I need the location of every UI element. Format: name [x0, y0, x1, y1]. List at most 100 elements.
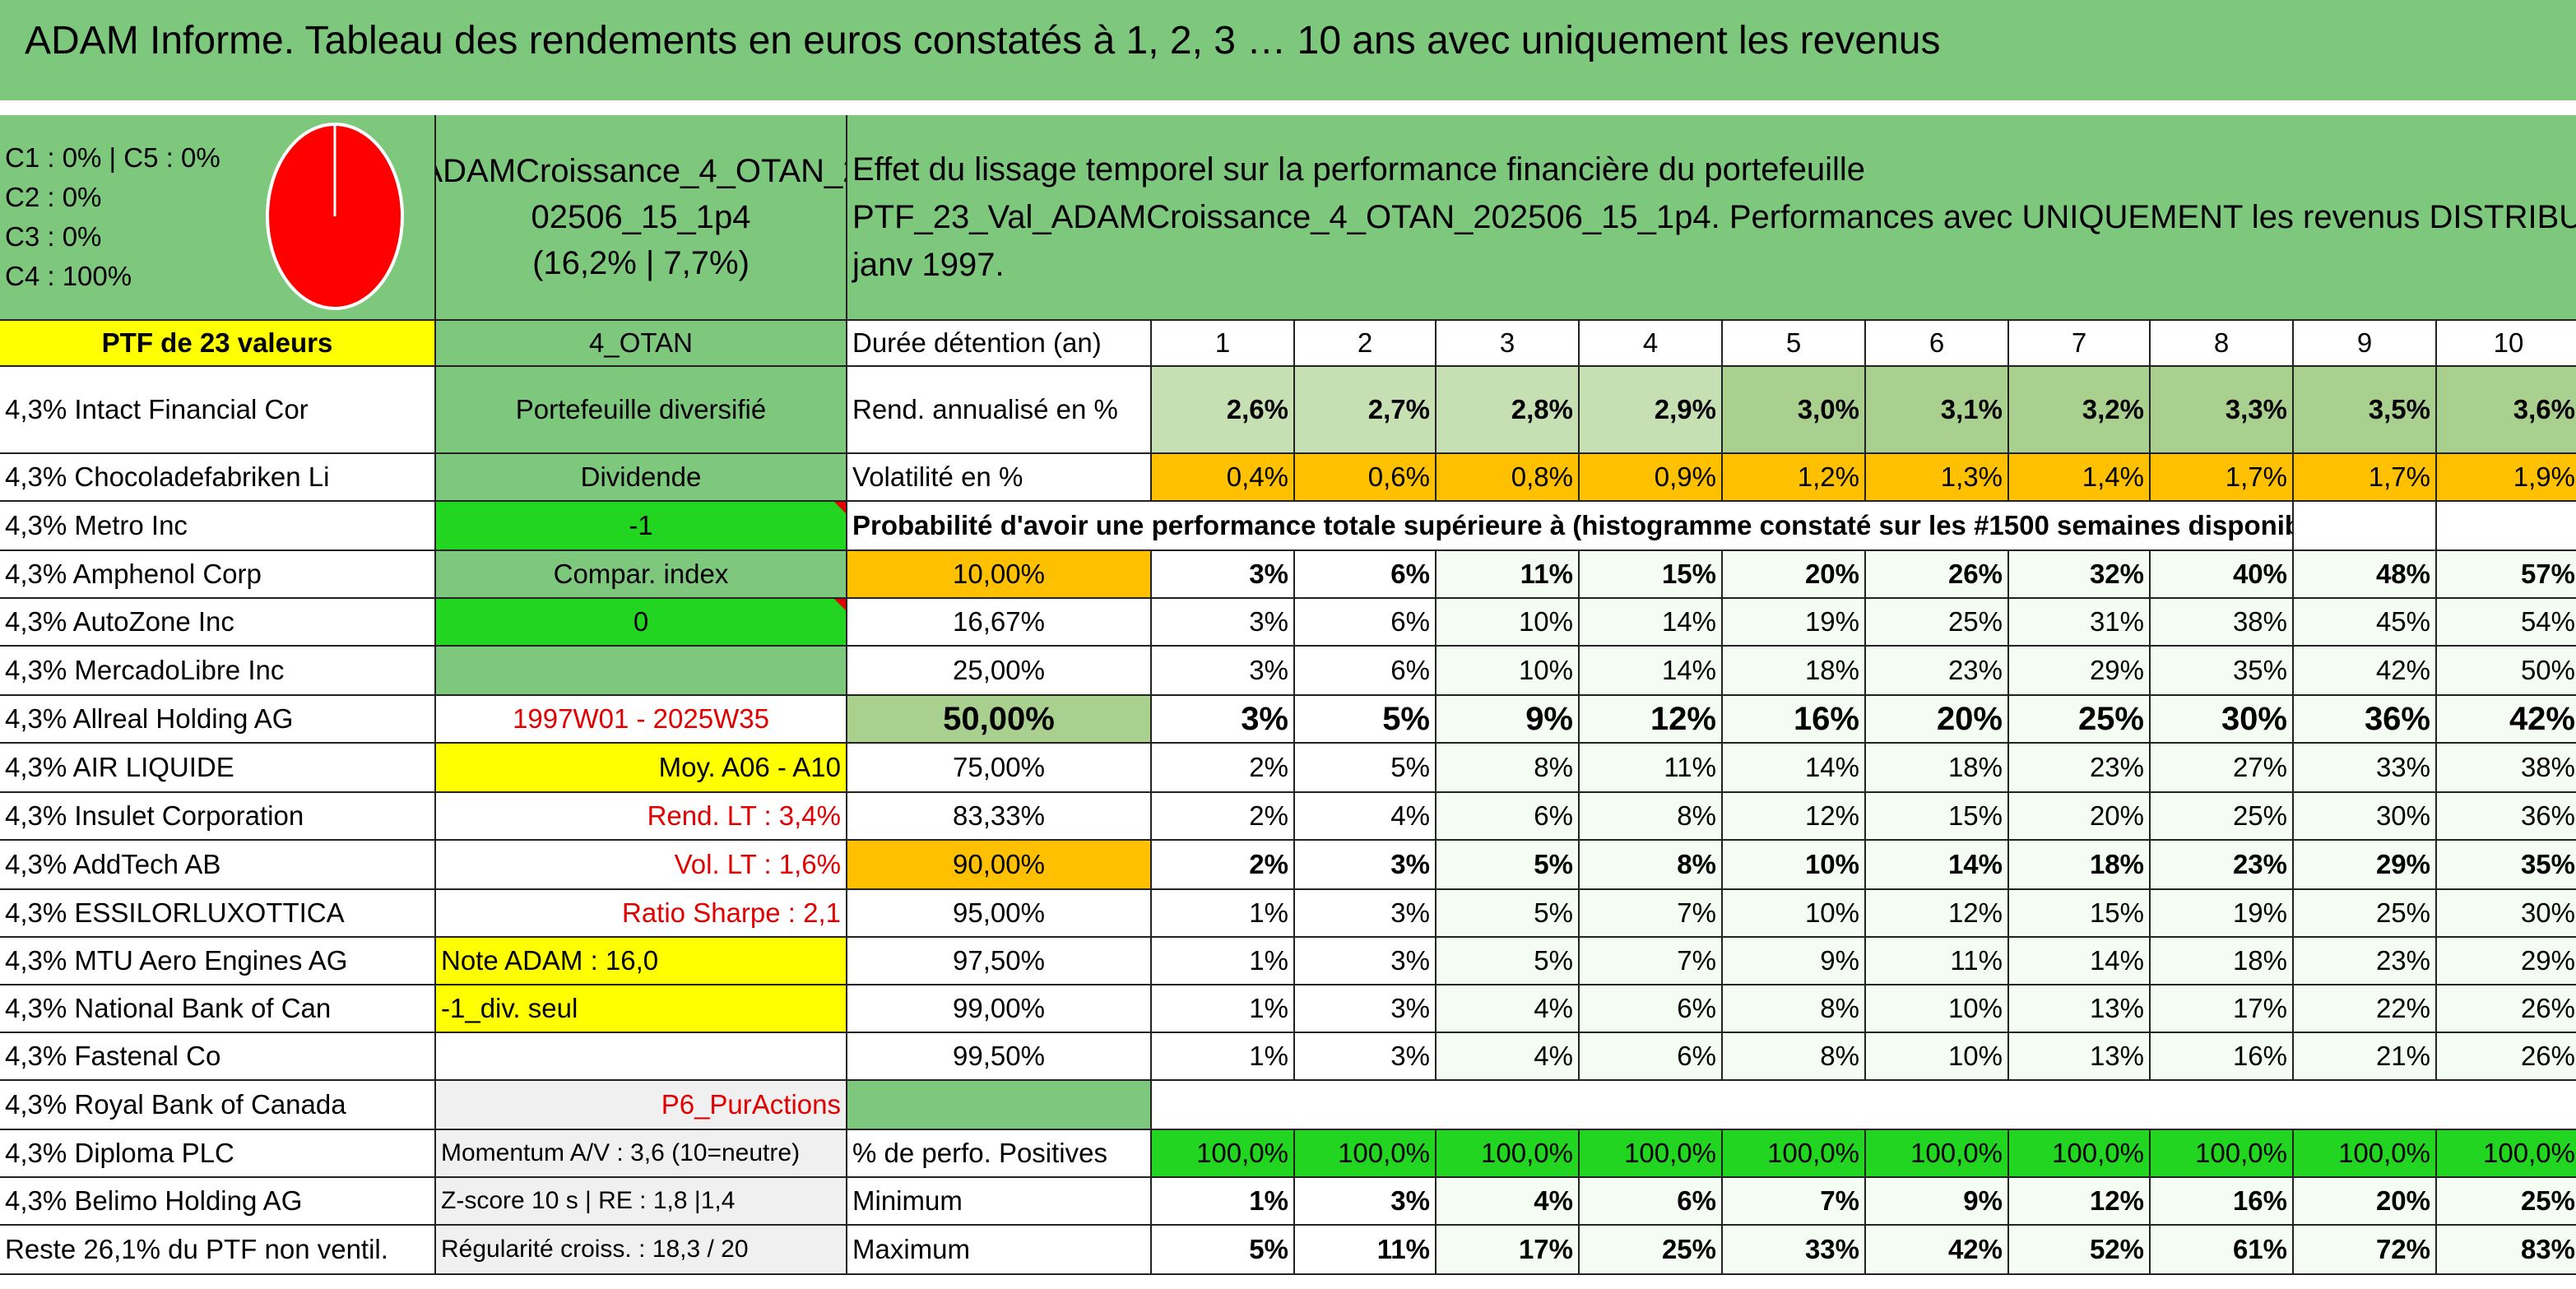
report-grid: C1 : 0% | C5 : 0% C2 : 0% C3 : 0% C4 : 100%… [0, 112, 2576, 1289]
prob-value-text: 3% [1249, 559, 1288, 590]
prob-value: 23% [2294, 938, 2437, 985]
classes-box: C1 : 0% | C5 : 0% C2 : 0% C3 : 0% C4 : 100% [0, 115, 436, 321]
holding-row: Reste 26,1% du PTF non ventil. [0, 1226, 436, 1275]
prob-value: 8% [1723, 1033, 1866, 1081]
prob-value-text: 6% [1677, 1041, 1716, 1072]
prob-value-text: 25% [1947, 606, 2003, 638]
prob-value: 42% [2294, 647, 2437, 696]
max-value: 17% [1437, 1226, 1580, 1275]
vol-value-text: 1,7% [2368, 461, 2430, 493]
prob-value-text: 12% [1947, 897, 2003, 929]
prob-value-text: 3% [1390, 897, 1430, 929]
prob-value-text: 30% [2520, 897, 2575, 929]
max-value: 61% [2151, 1226, 2294, 1275]
vol-value-text: 1,9% [2513, 461, 2575, 493]
max-value: 52% [2009, 1226, 2151, 1275]
prob-value-text: 32% [2089, 559, 2144, 590]
min-value: 7% [1723, 1178, 1866, 1226]
prob-value-text: 17% [2232, 993, 2287, 1024]
vol-value: 1,4% [2009, 454, 2151, 502]
prob-value-text: 3% [1390, 849, 1430, 880]
prob-value: 20% [1723, 551, 1866, 599]
prob-value-text: 10% [1518, 606, 1573, 638]
holding-row-text: 4,3% Belimo Holding AG [5, 1185, 303, 1217]
prob-value: 8% [1580, 793, 1723, 841]
description-line: Effet du lissage temporel sur la perform… [852, 151, 1866, 188]
holding-row: 4,3% Chocoladefabriken Li [0, 454, 436, 502]
min-value: 12% [2009, 1178, 2151, 1226]
prob-value: 18% [1866, 744, 2009, 793]
prob-value: 17% [2151, 985, 2294, 1033]
vol-value-text: 0,9% [1654, 461, 1716, 493]
prob-value: 22% [2294, 985, 2437, 1033]
prob-value: 13% [2009, 985, 2151, 1033]
prob-value: 25% [2009, 696, 2151, 744]
momentum-label-text: Momentum A/V : 3,6 (10=neutre) [441, 1138, 801, 1166]
prob-value: 40% [2151, 551, 2294, 599]
class-pie-chart [266, 123, 404, 310]
rend-value: 3,3% [2151, 367, 2294, 454]
prob-value: 18% [2009, 841, 2151, 890]
prob-value-text: 40% [2232, 559, 2287, 590]
prob-value-text: 3% [1241, 701, 1288, 737]
year-header-text: 2 [1357, 327, 1373, 359]
prob-value-text: 19% [2232, 897, 2287, 929]
rend-lt: Rend. LT : 3,4% [436, 793, 847, 841]
pos-value-text: 100,0% [1910, 1138, 2003, 1169]
indicator-minus1-text: -1 [629, 510, 653, 541]
min-value-text: 20% [2375, 1185, 2430, 1217]
holding-row-text: 4,3% AutoZone Inc [5, 606, 234, 638]
prob-value: 26% [2437, 985, 2576, 1033]
prob-value-text: 42% [2509, 701, 2575, 737]
prob-value-text: 1% [1249, 897, 1288, 929]
prob-value: 3% [1152, 696, 1295, 744]
pos-value-text: 100,0% [1624, 1138, 1716, 1169]
prob-value: 1% [1152, 890, 1295, 938]
prob-value-text: 23% [1947, 655, 2003, 686]
prob-value: 14% [1723, 744, 1866, 793]
year-header: 4 [1580, 321, 1723, 367]
prob-value: 5% [1295, 696, 1437, 744]
prob-value-text: 45% [2375, 606, 2430, 638]
prob-threshold-text: 99,00% [953, 993, 1045, 1024]
vol-value: 0,8% [1437, 454, 1580, 502]
prob-value-text: 23% [2375, 945, 2430, 976]
prob-value-text: 18% [2232, 945, 2287, 976]
prob-value: 9% [1723, 938, 1866, 985]
portfolio-name-line: 02506_15_1p4 [531, 199, 751, 235]
pos-value-text: 100,0% [2195, 1138, 2287, 1169]
vol-value-text: 1,2% [1797, 461, 1859, 493]
prob-value-text: 6% [1390, 559, 1430, 590]
prob-value: 3% [1152, 647, 1295, 696]
prob-value-text: 54% [2520, 606, 2575, 638]
prob-threshold: 50,00% [847, 696, 1152, 744]
year-header-text: 9 [2356, 327, 2373, 359]
prob-value: 15% [1866, 793, 2009, 841]
div-seul: -1_div. seul [436, 985, 847, 1033]
empty-cell [1152, 1081, 2576, 1130]
p6-label-text: P6_PurActions [661, 1089, 841, 1120]
prob-value-text: 1% [1249, 993, 1288, 1024]
prob-value-text: 33% [2375, 752, 2430, 783]
prob-value-text: 4% [1534, 1041, 1573, 1072]
prob-value-text: 15% [1661, 559, 1716, 590]
vol-value: 1,3% [1866, 454, 2009, 502]
prob-threshold: 10,00% [847, 551, 1152, 599]
holding-row: 4,3% Allreal Holding AG [0, 696, 436, 744]
prob-value-text: 12% [1650, 701, 1716, 737]
holding-row: 4,3% Diploma PLC [0, 1130, 436, 1178]
max-value-text: 17% [1518, 1234, 1573, 1265]
prob-value: 6% [1580, 985, 1723, 1033]
prob-value-text: 48% [2375, 559, 2430, 590]
description-line: janv 1997. [852, 247, 1005, 283]
prob-value: 6% [1295, 599, 1437, 647]
pos-value: 100,0% [2151, 1130, 2294, 1178]
prob-value: 12% [1580, 696, 1723, 744]
rend-value-text: 3,0% [1797, 394, 1859, 425]
portfolio-mode: Dividende [436, 454, 847, 502]
prob-value-text: 18% [2089, 849, 2144, 880]
vol-value-text: 1,3% [1940, 461, 2003, 493]
prob-value-text: 42% [2375, 655, 2430, 686]
prob-value-text: 5% [1534, 897, 1573, 929]
prob-threshold: 75,00% [847, 744, 1152, 793]
